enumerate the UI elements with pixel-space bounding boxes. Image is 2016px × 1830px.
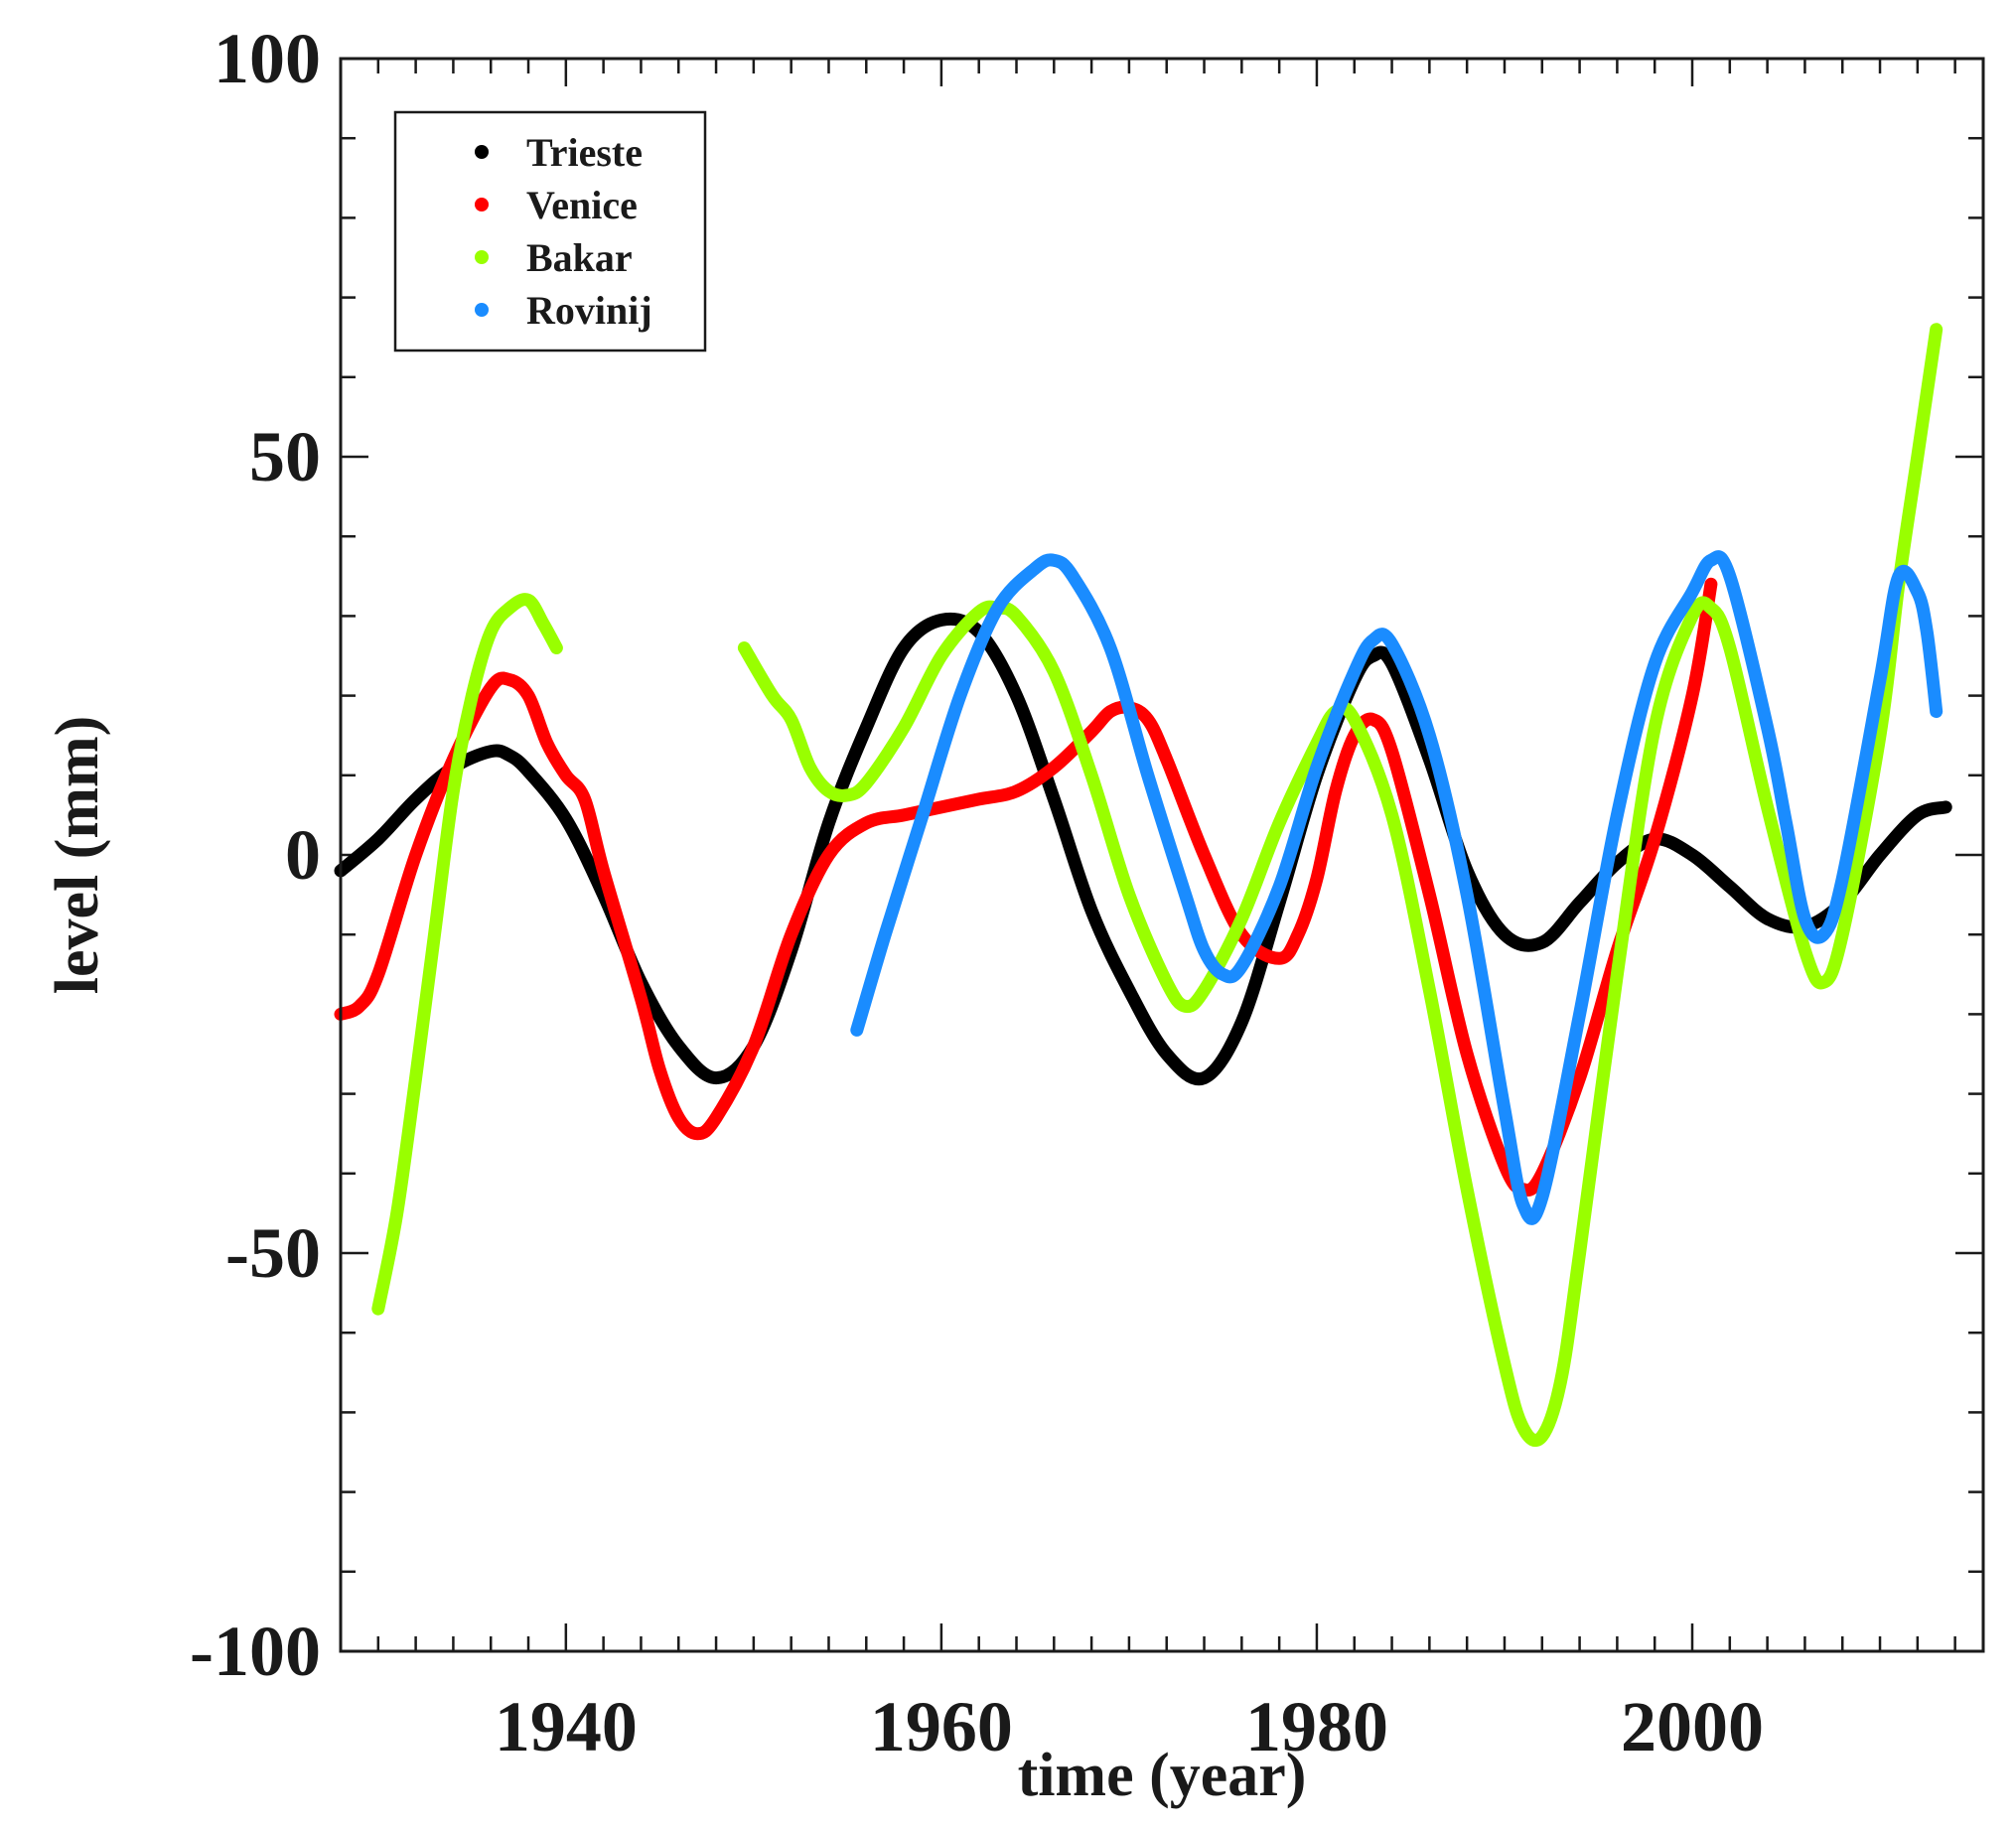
legend-marker bbox=[475, 303, 489, 317]
series-line-bakar bbox=[737, 323, 1944, 1448]
series-venice bbox=[334, 577, 1718, 1197]
legend-label: Bakar bbox=[526, 235, 633, 280]
legend-marker bbox=[475, 145, 489, 159]
series-trieste bbox=[334, 612, 1952, 1086]
x-tick-labels: 1940 1960 1980 2000 bbox=[495, 1687, 1764, 1766]
series-layer bbox=[334, 323, 1952, 1448]
legend-item-venice: Venice bbox=[475, 183, 638, 227]
plot-frame bbox=[339, 57, 1985, 1653]
y-tick-label: -50 bbox=[225, 1213, 321, 1293]
minor-ticks bbox=[339, 59, 1983, 1651]
y-tick-label: 0 bbox=[285, 815, 321, 895]
x-tick-label: 1940 bbox=[495, 1687, 638, 1766]
series-line-trieste bbox=[334, 612, 1952, 1086]
legend-items: Trieste Venice Bakar Rovinij bbox=[475, 130, 652, 333]
x-tick-label: 1960 bbox=[870, 1687, 1013, 1766]
legend-item-bakar: Bakar bbox=[475, 235, 633, 280]
y-axis-title: level (mm) bbox=[44, 716, 111, 995]
y-tick-label: 100 bbox=[214, 19, 321, 98]
y-tick-labels: -100 -50 0 50 100 bbox=[190, 19, 321, 1691]
legend-label: Trieste bbox=[526, 130, 643, 175]
series-line-bakar bbox=[371, 593, 563, 1316]
series-bakar bbox=[371, 323, 1944, 1448]
legend-label: Rovinij bbox=[526, 288, 652, 333]
legend-marker bbox=[475, 250, 489, 264]
y-tick-label: 50 bbox=[249, 417, 321, 496]
y-tick-label: -100 bbox=[190, 1612, 321, 1691]
x-tick-label: 2000 bbox=[1621, 1687, 1764, 1766]
legend-item-trieste: Trieste bbox=[475, 130, 643, 175]
legend-marker bbox=[475, 198, 489, 211]
legend-item-rovinij: Rovinij bbox=[475, 288, 652, 333]
series-rovinij bbox=[850, 550, 1944, 1225]
legend-box bbox=[393, 110, 707, 352]
legend: Trieste Venice Bakar Rovinij bbox=[393, 110, 707, 352]
x-tick-label: 1980 bbox=[1245, 1687, 1388, 1766]
x-axis-title: time (year) bbox=[1018, 1742, 1307, 1809]
legend-label: Venice bbox=[526, 183, 638, 227]
series-line-rovinij bbox=[850, 550, 1944, 1225]
series-line-venice bbox=[334, 577, 1718, 1197]
